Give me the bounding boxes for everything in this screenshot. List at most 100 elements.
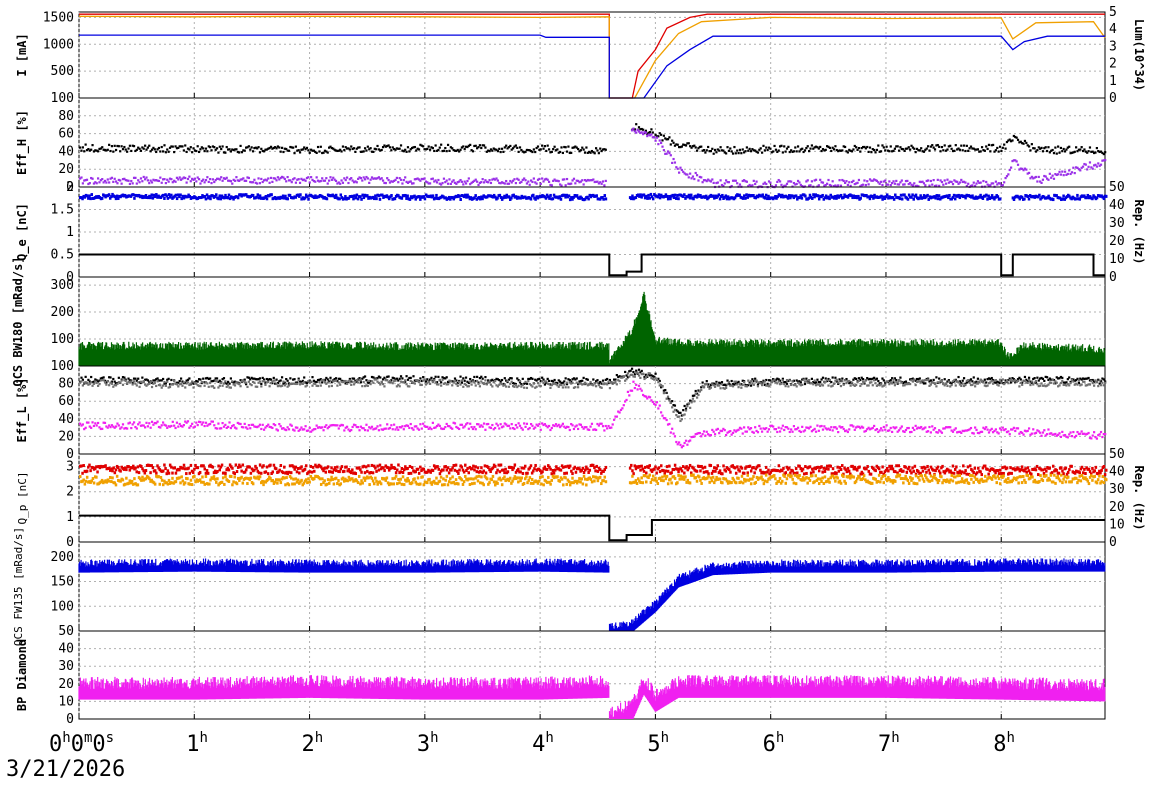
- data-point: [1075, 435, 1077, 437]
- data-point: [480, 376, 482, 378]
- data-point: [739, 383, 741, 385]
- data-point: [1091, 197, 1094, 200]
- y2-tick-label: 4: [1109, 22, 1117, 37]
- data-point: [941, 380, 943, 382]
- data-point: [192, 147, 194, 149]
- data-point: [894, 384, 896, 386]
- data-point: [999, 182, 1001, 184]
- data-point: [257, 193, 260, 196]
- y-tick-label: 80: [58, 109, 74, 124]
- data-point: [888, 150, 890, 152]
- data-point: [403, 179, 405, 181]
- data-point: [534, 151, 536, 153]
- data-point: [441, 182, 443, 184]
- data-point: [630, 370, 632, 372]
- data-point: [329, 470, 332, 473]
- data-point: [944, 144, 946, 146]
- data-point: [440, 385, 442, 387]
- data-point: [155, 193, 158, 196]
- data-point: [740, 387, 742, 389]
- data-point: [187, 381, 189, 383]
- data-point: [314, 181, 316, 183]
- data-point: [224, 424, 226, 426]
- data-point: [703, 149, 705, 151]
- data-point: [886, 146, 888, 148]
- data-point: [679, 167, 681, 169]
- data-point: [923, 151, 925, 153]
- data-point: [500, 423, 502, 425]
- data-point: [290, 471, 293, 474]
- data-point: [571, 424, 573, 426]
- data-point: [440, 144, 442, 146]
- data-point: [273, 377, 275, 379]
- data-point: [757, 385, 759, 387]
- data-point: [468, 385, 470, 387]
- data-point: [300, 465, 303, 468]
- data-point: [432, 178, 434, 180]
- data-point: [678, 416, 680, 418]
- data-point: [747, 380, 749, 382]
- data-point: [331, 385, 333, 387]
- data-point: [339, 384, 341, 386]
- data-point: [223, 382, 225, 384]
- data-point: [483, 144, 485, 146]
- data-point: [1003, 144, 1005, 146]
- data-point: [606, 383, 608, 385]
- data-point: [195, 422, 197, 424]
- data-point: [876, 378, 878, 380]
- data-point: [848, 380, 850, 382]
- data-point: [397, 181, 399, 183]
- data-point: [652, 197, 655, 200]
- data-point: [724, 429, 726, 431]
- data-point: [418, 381, 420, 383]
- data-point: [98, 383, 100, 385]
- data-point: [881, 429, 883, 431]
- data-point: [533, 177, 535, 179]
- data-point: [928, 185, 930, 187]
- data-point: [718, 193, 721, 196]
- data-point: [580, 149, 582, 151]
- data-point: [260, 383, 262, 385]
- data-point: [367, 177, 369, 179]
- data-point: [833, 148, 835, 150]
- data-point: [1071, 435, 1073, 437]
- data-point: [104, 464, 107, 467]
- data-point: [870, 381, 872, 383]
- data-point: [288, 150, 290, 152]
- data-point: [144, 426, 146, 428]
- data-point: [379, 424, 381, 426]
- data-point: [270, 378, 272, 380]
- data-point: [1002, 147, 1004, 149]
- data-point: [832, 180, 834, 182]
- data-point: [487, 181, 489, 183]
- data-point: [602, 180, 604, 182]
- data-point: [490, 427, 492, 429]
- data-point: [681, 145, 683, 147]
- data-point: [353, 378, 355, 380]
- data-point: [321, 381, 323, 383]
- data-point: [262, 464, 265, 467]
- data-point: [108, 193, 111, 196]
- data-point: [404, 176, 406, 178]
- data-point: [851, 381, 853, 383]
- data-point: [447, 144, 449, 146]
- data-point: [607, 381, 609, 383]
- data-point: [1022, 434, 1024, 436]
- data-point: [638, 374, 640, 376]
- data-point: [1056, 382, 1058, 384]
- data-point: [342, 145, 344, 147]
- y2-tick-label: 3: [1109, 39, 1117, 54]
- data-point: [829, 429, 831, 431]
- data-point: [500, 151, 502, 153]
- y-tick-label: 1500: [43, 10, 74, 25]
- data-point: [329, 379, 331, 381]
- data-point: [523, 387, 525, 389]
- data-point: [205, 197, 208, 200]
- data-point: [962, 380, 964, 382]
- data-point: [602, 198, 605, 201]
- data-point: [165, 425, 167, 427]
- data-point: [1052, 379, 1054, 381]
- data-point: [418, 195, 421, 198]
- data-point: [668, 423, 670, 425]
